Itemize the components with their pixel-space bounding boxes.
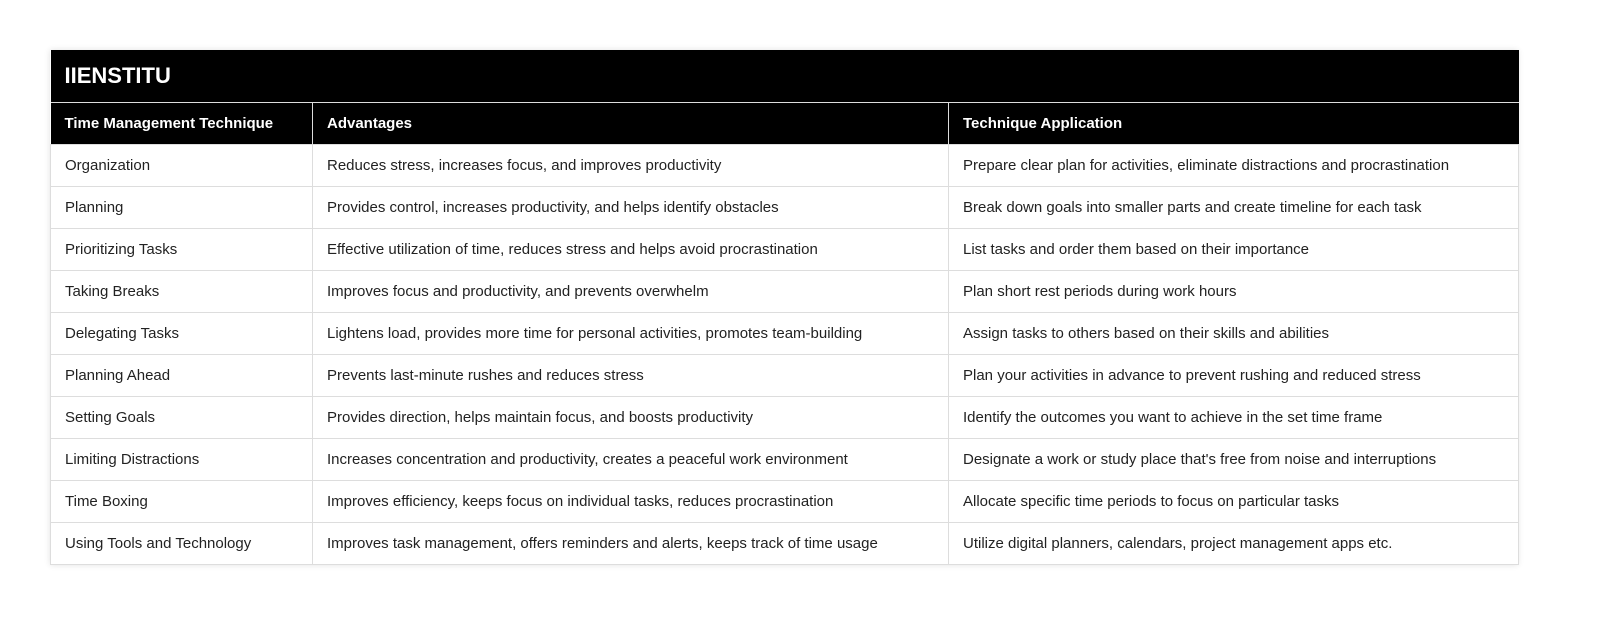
table-row: Planning Provides control, increases prod… (50, 185, 1519, 229)
column-header-advantages: Advantages (312, 102, 949, 144)
application-cell: Identify the outcomes you want to achiev… (948, 395, 1519, 439)
technique-cell: Organization (50, 143, 313, 187)
advantages-cell: Improves focus and productivity, and pre… (312, 269, 949, 313)
advantages-cell: Effective utilization of time, reduces s… (312, 227, 949, 271)
advantages-cell: Provides direction, helps maintain focus… (312, 395, 949, 439)
application-cell: Plan short rest periods during work hour… (948, 269, 1519, 313)
technique-cell: Planning (50, 185, 313, 229)
application-cell: Plan your activities in advance to preve… (948, 353, 1519, 397)
technique-table: IIENSTITU Time Management Technique Adva… (50, 50, 1519, 565)
application-cell: List tasks and order them based on their… (948, 227, 1519, 271)
advantages-cell: Prevents last-minute rushes and reduces … (312, 353, 949, 397)
advantages-cell: Improves task management, offers reminde… (312, 521, 949, 565)
advantages-cell: Increases concentration and productivity… (312, 437, 949, 481)
table-row: Planning Ahead Prevents last-minute rushe… (50, 353, 1519, 397)
table-row: Prioritizing Tasks Effective utilization … (50, 227, 1519, 271)
table-row: Organization Reduces stress, increases fo… (50, 143, 1519, 187)
technique-cell: Prioritizing Tasks (50, 227, 313, 271)
technique-cell: Taking Breaks (50, 269, 313, 313)
application-cell: Designate a work or study place that's f… (948, 437, 1519, 481)
application-cell: Assign tasks to others based on their sk… (948, 311, 1519, 355)
table-row: Taking Breaks Improves focus and producti… (50, 269, 1519, 313)
technique-cell: Using Tools and Technology (50, 521, 313, 565)
table-title: IIENSTITU (50, 50, 1519, 103)
advantages-cell: Improves efficiency, keeps focus on indi… (312, 479, 949, 523)
column-header-technique: Time Management Technique (50, 102, 313, 144)
table-row: Limiting Distractions Increases concentra… (50, 437, 1519, 481)
advantages-cell: Lightens load, provides more time for pe… (312, 311, 949, 355)
table-row: Delegating Tasks Lightens load, provides … (50, 311, 1519, 355)
technique-cell: Limiting Distractions (50, 437, 313, 481)
application-cell: Prepare clear plan for activities, elimi… (948, 143, 1519, 187)
application-cell: Break down goals into smaller parts and … (948, 185, 1519, 229)
technique-cell: Time Boxing (50, 479, 313, 523)
technique-table-container: IIENSTITU Time Management Technique Adva… (50, 50, 1519, 565)
table-row: Time Boxing Improves efficiency, keeps fo… (50, 479, 1519, 523)
technique-cell: Planning Ahead (50, 353, 313, 397)
advantages-cell: Provides control, increases productivity… (312, 185, 949, 229)
advantages-cell: Reduces stress, increases focus, and imp… (312, 143, 949, 187)
table-row: Using Tools and Technology Improves task … (50, 521, 1519, 565)
application-cell: Allocate specific time periods to focus … (948, 479, 1519, 523)
application-cell: Utilize digital planners, calendars, pro… (948, 521, 1519, 565)
technique-cell: Delegating Tasks (50, 311, 313, 355)
column-header-application: Technique Application (948, 102, 1519, 144)
table-row: Setting Goals Provides direction, helps m… (50, 395, 1519, 439)
technique-cell: Setting Goals (50, 395, 313, 439)
